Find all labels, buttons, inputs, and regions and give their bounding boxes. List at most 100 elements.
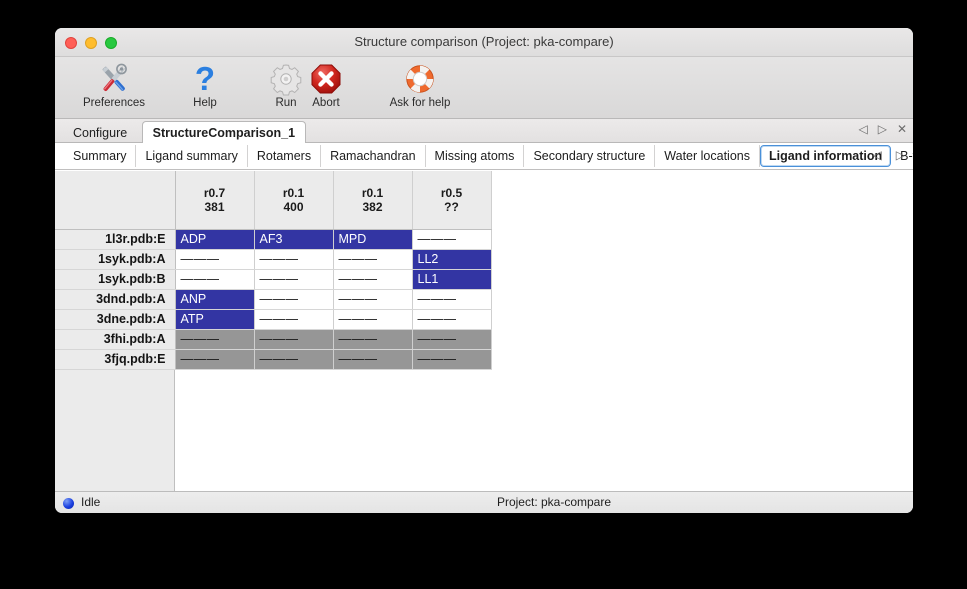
table-cell[interactable]: ——— xyxy=(175,249,255,270)
table-row[interactable]: 3dne.pdb:A ATP ——— ——— ——— xyxy=(55,309,492,330)
table-cell[interactable]: ——— xyxy=(333,329,413,350)
tab-summary[interactable]: Summary xyxy=(64,145,137,167)
tab-rotamers[interactable]: Rotamers xyxy=(248,145,322,167)
column-header[interactable]: r0.1 382 xyxy=(333,171,413,230)
table-cell[interactable]: ——— xyxy=(412,229,492,250)
help-label: Help xyxy=(193,97,217,109)
table-cell[interactable]: ——— xyxy=(254,289,334,310)
toolbar: Preferences ? Help Run xyxy=(55,57,913,119)
column-header-line1: r0.5 xyxy=(440,185,463,200)
table-cell[interactable]: ——— xyxy=(412,349,492,370)
column-header-line2: 381 xyxy=(204,199,225,214)
table-row[interactable]: 3fhi.pdb:A ——— ——— ——— ——— xyxy=(55,329,492,350)
status-led-icon xyxy=(63,498,74,509)
column-header-line1: r0.1 xyxy=(282,185,305,200)
column-header-line2: 400 xyxy=(283,199,304,214)
table-cell[interactable]: ——— xyxy=(333,249,413,270)
tab-structurecomparison-1[interactable]: StructureComparison_1 xyxy=(141,121,307,143)
abort-button[interactable]: Abort xyxy=(287,60,365,109)
column-header[interactable]: r0.5?? xyxy=(412,171,492,230)
column-header[interactable]: r0.1 400 xyxy=(254,171,334,230)
row-header[interactable]: 1l3r.pdb:E xyxy=(55,229,176,250)
preferences-button[interactable]: Preferences xyxy=(63,60,165,109)
table-cell[interactable]: ——— xyxy=(175,349,255,370)
table-cell[interactable]: ——— xyxy=(333,349,413,370)
table-cell[interactable]: ——— xyxy=(254,249,334,270)
tab-missing-atoms[interactable]: Missing atoms xyxy=(426,145,525,167)
run-button[interactable]: Run xyxy=(247,60,325,109)
table-cell[interactable]: LL1 xyxy=(412,269,492,290)
table-cell[interactable]: ——— xyxy=(254,309,334,330)
table-cell[interactable]: ——— xyxy=(333,309,413,330)
preferences-tools-icon xyxy=(63,60,165,98)
tab-configure[interactable]: Configure xyxy=(73,126,128,140)
ask-for-help-button[interactable]: Ask for help xyxy=(365,60,475,109)
project-tab-nav: ◁ ▷ ✕ xyxy=(858,122,907,136)
table-cell[interactable]: ATP xyxy=(175,309,255,330)
tab-ligand-information[interactable]: Ligand information xyxy=(759,145,892,167)
tab-ramachandran[interactable]: Ramachandran xyxy=(321,145,426,167)
table-cell[interactable]: ——— xyxy=(412,289,492,310)
tab-ligand-summary[interactable]: Ligand summary xyxy=(136,145,248,167)
table-cell[interactable]: ——— xyxy=(412,309,492,330)
table-row[interactable]: 3fjq.pdb:E ——— ——— ——— ——— xyxy=(55,349,492,370)
prev-subtab-icon[interactable]: ◁ xyxy=(872,148,882,162)
row-header[interactable]: 1syk.pdb:A xyxy=(55,249,176,270)
next-subtab-icon[interactable]: ▷ xyxy=(895,148,905,162)
window-close-button[interactable] xyxy=(65,37,77,49)
table-cell[interactable]: AF3 xyxy=(254,229,334,250)
row-header[interactable]: 3dnd.pdb:A xyxy=(55,289,176,310)
table-cell[interactable]: ——— xyxy=(175,329,255,350)
row-header[interactable]: 3dne.pdb:A xyxy=(55,309,176,330)
table-cell[interactable]: ——— xyxy=(254,349,334,370)
prev-tab-icon[interactable]: ◁ xyxy=(858,122,868,136)
status-bar: Idle Project: pka-compare xyxy=(55,491,913,513)
status-project-label: Project: pka-compare xyxy=(496,495,612,509)
run-label: Run xyxy=(275,97,297,109)
stop-x-icon xyxy=(287,60,365,98)
question-mark-icon: ? xyxy=(173,60,237,98)
table-row[interactable]: 1syk.pdb:B ——— ——— ——— LL1 xyxy=(55,269,492,290)
preferences-label: Preferences xyxy=(82,97,145,109)
tab-secondary-structure[interactable]: Secondary structure xyxy=(524,145,656,167)
title-bar: Structure comparison (Project: pka-compa… xyxy=(55,28,913,57)
table-cell[interactable]: ——— xyxy=(412,329,492,350)
window-minimize-button[interactable] xyxy=(85,37,97,49)
window-zoom-button[interactable] xyxy=(105,37,117,49)
column-header-line1: r0.7 xyxy=(203,185,226,200)
ligand-information-table: r0.7 381 r0.1 400 r0.1 382 r0.5?? 1l3r.pdb:E AD… xyxy=(55,171,492,370)
table-corner-cell xyxy=(55,171,176,230)
column-header[interactable]: r0.7 381 xyxy=(175,171,255,230)
table-cell[interactable]: ——— xyxy=(333,289,413,310)
table-cell[interactable]: ADP xyxy=(175,229,255,250)
row-header[interactable]: 3fhi.pdb:A xyxy=(55,329,176,350)
table-cell[interactable]: ——— xyxy=(254,269,334,290)
close-tab-icon[interactable]: ✕ xyxy=(896,122,907,136)
table-cell[interactable]: ANP xyxy=(175,289,255,310)
tab-water-locations[interactable]: Water locations xyxy=(655,145,760,167)
table-cell[interactable]: LL2 xyxy=(412,249,492,270)
abort-label: Abort xyxy=(312,97,340,109)
table-cell[interactable]: ——— xyxy=(254,329,334,350)
status-text: Idle xyxy=(81,495,101,509)
ask-for-help-label: Ask for help xyxy=(389,97,451,109)
table-cell[interactable]: ——— xyxy=(175,269,255,290)
tab-b-factors[interactable]: B-factors xyxy=(900,149,913,163)
ligand-information-panel: r0.7 381 r0.1 400 r0.1 382 r0.5?? 1l3r.pdb:E AD… xyxy=(55,171,913,491)
window-title: Structure comparison (Project: pka-compa… xyxy=(354,34,614,49)
table-row[interactable]: 1l3r.pdb:E ADP AF3 MPD ——— xyxy=(55,229,492,250)
table-row[interactable]: 1syk.pdb:A ——— ——— ——— LL2 xyxy=(55,249,492,270)
project-tab-bar: Configure StructureComparison_1 ◁ ▷ ✕ xyxy=(55,119,913,143)
help-button[interactable]: ? Help xyxy=(173,60,237,109)
row-header[interactable]: 3fjq.pdb:E xyxy=(55,349,176,370)
table-cell[interactable]: MPD xyxy=(333,229,413,250)
table-cell[interactable]: ——— xyxy=(333,269,413,290)
column-header-line2: ?? xyxy=(444,199,459,214)
next-tab-icon[interactable]: ▷ xyxy=(877,122,887,136)
table-header-row: r0.7 381 r0.1 400 r0.1 382 r0.5?? xyxy=(55,171,492,230)
svg-text:?: ? xyxy=(195,62,215,96)
column-header-line2: 382 xyxy=(362,199,383,214)
column-header-line1: r0.1 xyxy=(361,185,384,200)
row-header[interactable]: 1syk.pdb:B xyxy=(55,269,176,290)
table-row[interactable]: 3dnd.pdb:A ANP ——— ——— ——— xyxy=(55,289,492,310)
